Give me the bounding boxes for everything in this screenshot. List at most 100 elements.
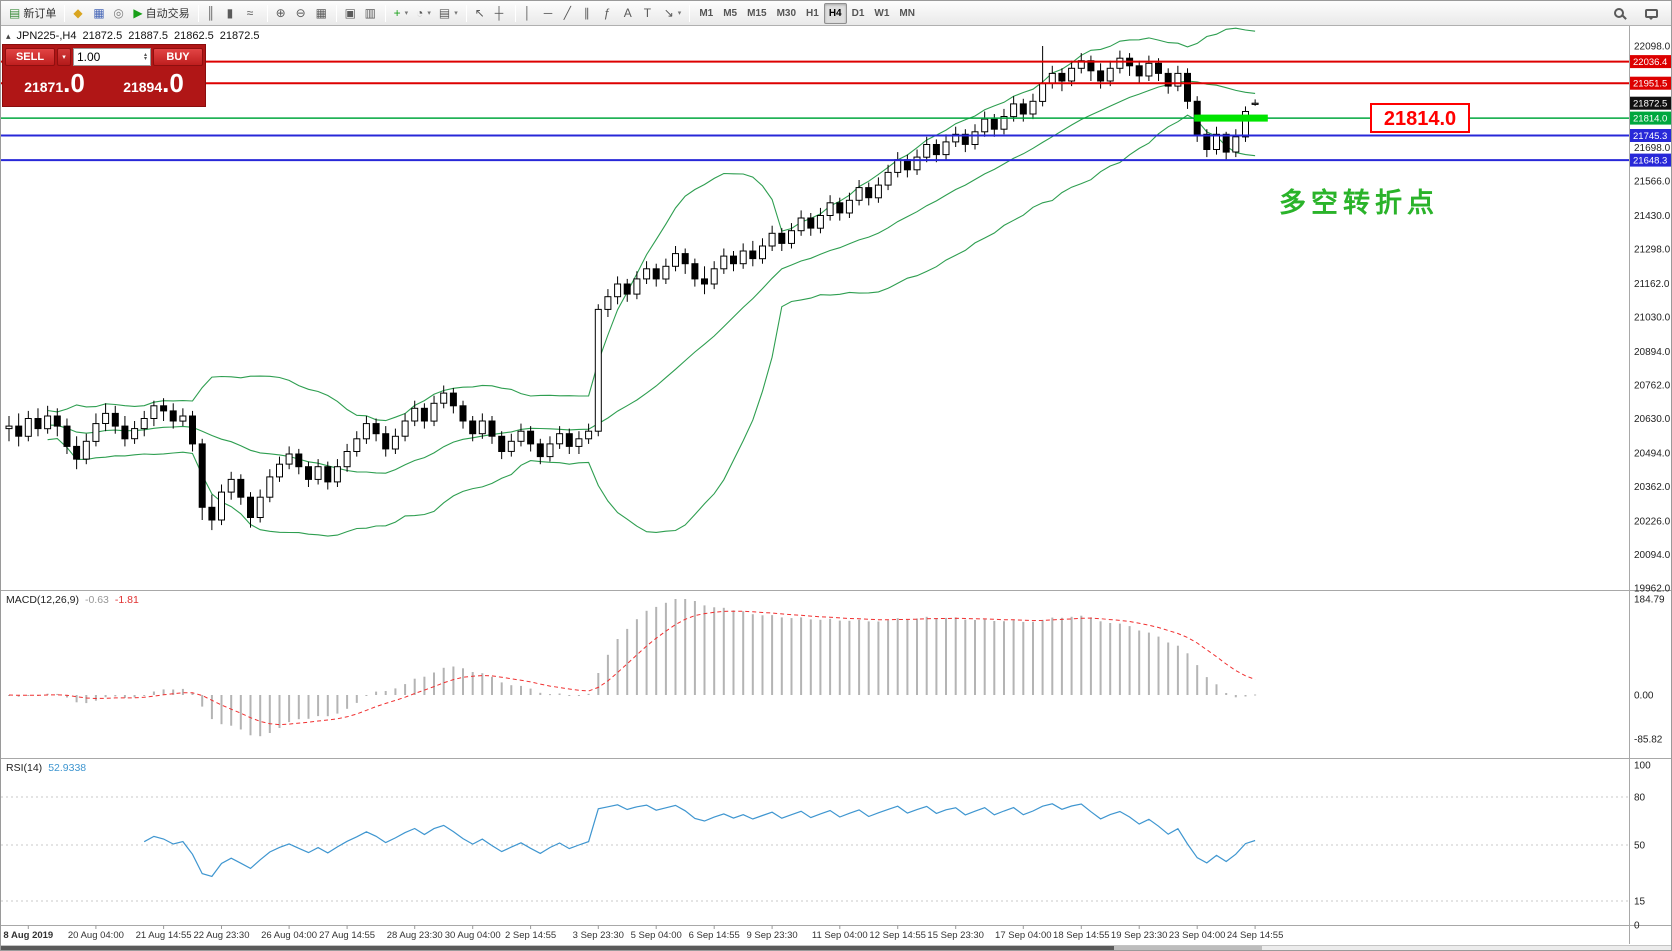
- price-axis-tick: 21298.0: [1634, 245, 1671, 256]
- market-watch-button[interactable]: ◎: [109, 3, 129, 24]
- price-axis-tick: 20894.0: [1634, 347, 1671, 358]
- date-axis-label: 18 Sep 14:55: [1053, 930, 1110, 941]
- chart-scrollbar[interactable]: [1, 945, 1671, 950]
- profiles-button[interactable]: ◆: [69, 3, 89, 24]
- sell-button[interactable]: SELL: [5, 48, 55, 66]
- bull-candle: [952, 133, 960, 143]
- price-axis-tick: 19962.0: [1634, 584, 1671, 595]
- search-button[interactable]: [1609, 3, 1629, 23]
- charts-button[interactable]: ▦: [89, 3, 109, 24]
- zoom-out-button[interactable]: ⊖: [292, 3, 312, 24]
- bull-candle: [1048, 72, 1056, 85]
- trade-panel-controls: SELL ▾ 1.00 ▴ ▾ BUY: [5, 47, 203, 67]
- macd-bar: [259, 695, 262, 737]
- bull-candle: [92, 423, 100, 442]
- volume-spinner[interactable]: ▴ ▾: [143, 52, 147, 62]
- spinner-up-icon[interactable]: ▴: [143, 52, 147, 58]
- bear-candle: [652, 268, 660, 280]
- arrows-button[interactable]: ↘ ▾: [660, 3, 686, 24]
- date-axis-label: 19 Sep 23:30: [1111, 930, 1168, 941]
- zoom-out-icon: ⊖: [295, 6, 306, 20]
- date-axis-label: 2 Sep 14:55: [505, 930, 556, 941]
- candlestick-chart-button[interactable]: ▮: [223, 3, 243, 24]
- macd-bar: [1167, 642, 1170, 695]
- cursor-button[interactable]: ↖: [471, 3, 491, 24]
- bar-chart-button[interactable]: ║: [203, 3, 223, 24]
- templates-button[interactable]: ▤ ▾: [435, 3, 462, 24]
- bull-candle: [826, 202, 834, 217]
- buy-button[interactable]: BUY: [153, 48, 203, 66]
- price-badge: [1630, 111, 1671, 125]
- bull-candle: [1145, 62, 1153, 77]
- bull-candle: [150, 405, 158, 419]
- trendline-button[interactable]: ╱: [560, 3, 580, 24]
- price-flag-box[interactable]: [1370, 103, 1470, 133]
- templates-icon: ▤: [438, 6, 451, 20]
- chart-canvas[interactable]: 22098.0 21698.0 21566.0 21430.0 21298.0 21162…: [1, 26, 1672, 944]
- bear-candle: [305, 466, 312, 480]
- line-chart-button[interactable]: ≈: [243, 3, 263, 24]
- scrollbar-thumb[interactable]: [1, 946, 1114, 950]
- macd-bar: [510, 685, 513, 695]
- tf-m1-button[interactable]: M1: [694, 3, 718, 24]
- bull-candle: [894, 159, 902, 173]
- tf-m5-button[interactable]: M5: [718, 3, 742, 24]
- spinner-down-icon[interactable]: ▾: [143, 56, 147, 62]
- one-click-toggle-icon[interactable]: ▴: [6, 30, 11, 41]
- tf-m15-button[interactable]: M15: [742, 3, 771, 24]
- bull-candle: [913, 156, 921, 171]
- tf-h4-button[interactable]: H4: [823, 2, 847, 24]
- tf-m30-button[interactable]: M30: [772, 3, 801, 24]
- zoom-in-button[interactable]: ⊕: [272, 3, 292, 24]
- macd-bar: [133, 695, 136, 698]
- vertical-line-button[interactable]: │: [520, 3, 540, 24]
- macd-bar: [945, 617, 947, 695]
- tf-mn-button[interactable]: MN: [894, 3, 920, 24]
- date-axis-label: 6 Sep 14:55: [689, 930, 740, 941]
- bull-candle: [874, 184, 882, 199]
- indicators-button[interactable]: + ▾: [390, 3, 413, 24]
- crosshair-icon: ┼: [494, 6, 504, 20]
- price-badge: [1630, 55, 1671, 69]
- price-badge: [1630, 96, 1671, 110]
- bear-candle: [778, 232, 786, 244]
- highlight-trendline-segment[interactable]: [1194, 114, 1268, 122]
- buy-price-main: 21894: [123, 79, 163, 95]
- tf-w1-button[interactable]: W1: [869, 3, 894, 24]
- periods-button[interactable]: ◔ ▾: [412, 3, 435, 24]
- date-axis-label: 15 Sep 23:30: [927, 930, 984, 941]
- macd-bar: [732, 610, 735, 695]
- label-button[interactable]: T: [640, 3, 660, 24]
- order-type-dropdown[interactable]: ▾: [57, 48, 71, 66]
- messages-button[interactable]: [1641, 3, 1661, 23]
- fibonacci-button[interactable]: ƒ: [600, 3, 620, 24]
- macd-main-value: -0.63: [84, 594, 109, 606]
- macd-bar: [326, 695, 329, 717]
- crosshair-button[interactable]: ┼: [491, 3, 511, 24]
- macd-bar: [761, 615, 764, 695]
- macd-bar: [1089, 617, 1092, 695]
- tile-windows-button[interactable]: ▦: [312, 3, 332, 24]
- toolbar-separator: [514, 4, 516, 22]
- arrange-tile-button[interactable]: ▥: [361, 3, 381, 24]
- channel-button[interactable]: ∥: [580, 3, 600, 24]
- date-axis-label: 20 Aug 04:00: [68, 930, 124, 941]
- horizontal-line-button[interactable]: ─: [540, 3, 560, 24]
- autotrading-button[interactable]: ▶ 自动交易: [129, 3, 193, 24]
- date-axis-label: 26 Aug 04:00: [261, 930, 317, 941]
- tf-h1-button[interactable]: H1: [801, 3, 824, 24]
- arrange-cascade-button[interactable]: ▣: [341, 3, 361, 24]
- macd-bar: [1118, 623, 1121, 695]
- text-button[interactable]: A: [620, 3, 640, 24]
- sell-price[interactable]: 21871 .0: [5, 67, 104, 105]
- new-order-button[interactable]: ▤ 新订单: [5, 3, 60, 24]
- macd-bar: [365, 695, 368, 696]
- macd-signal-value: -1.81: [114, 594, 139, 606]
- macd-bar: [307, 695, 310, 719]
- volume-input[interactable]: 1.00 ▴ ▾: [73, 48, 151, 66]
- buy-price[interactable]: 21894 .0: [104, 67, 203, 105]
- macd-bar: [336, 695, 339, 714]
- profiles-icon: ◆: [73, 6, 83, 20]
- tf-d1-button[interactable]: D1: [847, 3, 870, 24]
- macd-bar: [1205, 677, 1208, 695]
